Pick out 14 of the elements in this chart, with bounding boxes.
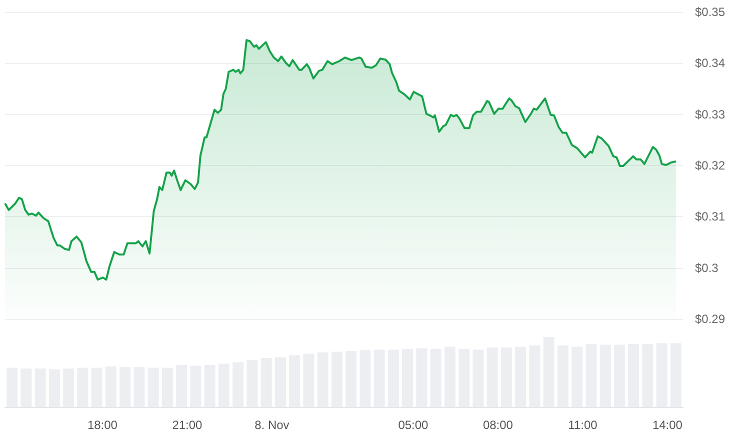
x-tick-label: 8. Nov <box>254 418 290 432</box>
y-tick-label: $0.35 <box>695 5 726 19</box>
y-tick-label: $0.31 <box>695 210 726 224</box>
x-tick-label: 21:00 <box>172 418 203 432</box>
x-tick-label: 14:00 <box>652 418 683 432</box>
y-tick-label: $0.32 <box>695 158 726 172</box>
x-tick-label: 11:00 <box>568 418 598 432</box>
y-tick-label: $0.29 <box>695 312 726 326</box>
x-tick-label: 05:00 <box>398 418 429 432</box>
y-tick-label: $0.33 <box>695 107 726 122</box>
y-tick-label: $0.34 <box>695 56 726 70</box>
x-tick-label: 08:00 <box>482 418 514 432</box>
x-tick-label: 18:00 <box>87 418 118 432</box>
y-tick-label: $0.3 <box>695 260 719 275</box>
